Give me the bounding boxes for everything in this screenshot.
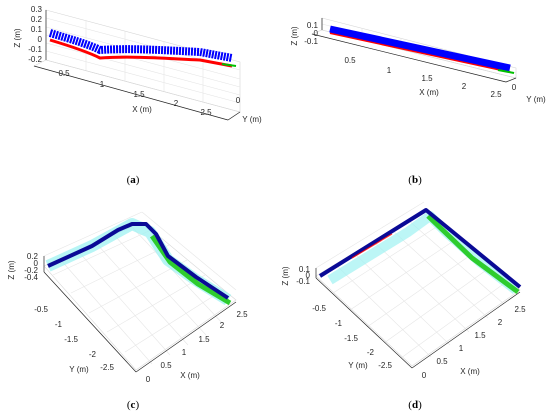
panel-c-x-tick: 1 [182,348,187,357]
panel-c-x-tick: 0.5 [160,361,172,370]
panel-c-z-tick: -0.2 [24,266,38,275]
panel-c: 0.2 0 -0.2 -0.4 -0.5 -1 -1.5 -2 -2.5 0 0… [7,211,248,384]
panel-c-y-tick: -1 [55,320,63,329]
panel-a-red-trajectory [49,38,233,68]
panel-c-y-tick: -2 [89,350,97,359]
panel-d-axes [315,268,521,369]
panel-a-x-tick: 2.5 [200,108,212,117]
panel-c-dark-trajectory [47,222,230,300]
panel-a-z-tick: 0.1 [31,25,43,34]
panel-b-z-tick: 0.1 [307,21,319,30]
panel-b-z-tick: 0 [314,29,319,38]
panel-d-y-tick: -1 [335,319,343,328]
panel-d-series [318,208,522,295]
panel-b-x-tick: 1.5 [421,74,433,83]
panel-c-z-tick: 0 [34,259,39,268]
panel-d-y-tick: -2.5 [378,361,392,370]
panel-a-x-tick: 1 [100,80,105,89]
panel-d-y-tick: -2 [367,348,375,357]
panel-b-z-tick: -0.1 [304,37,318,46]
panel-a-z-tick: -0.1 [28,45,42,54]
panel-b-green-trajectory [497,69,515,74]
panel-c-x-label: X (m) [180,371,200,380]
panel-b-x-tick: 1 [387,66,392,75]
panel-b-x-label: X (m) [419,88,439,97]
panel-a-y-tick: 0 [236,96,241,105]
panel-a-grid [33,9,241,121]
panel-a-y-label: Y (m) [242,115,262,124]
panel-d-x-tick: 0 [422,371,427,380]
panel-c-x-tick: 2.5 [236,310,248,319]
panel-b-z-label: Z (m) [290,26,299,45]
panel-c-y-tick: -0.5 [34,305,48,314]
panel-a-z-label: Z (m) [13,28,22,47]
panel-d-z-label: Z (m) [281,266,290,285]
panel-d-z-tick: 0 [306,271,311,280]
panel-a-z-tick: -0.2 [28,55,42,64]
panel-a-x-tick: 2 [174,99,179,108]
panel-a-z-tick: 0 [38,35,43,44]
panel-a-axes [33,10,241,121]
panel-a-z-tick: 0.2 [31,15,43,24]
panel-d-y-tick: -1.5 [344,334,358,343]
panel-d: 0.1 0 -0.1 -0.5 -1 -1.5 -2 -2.5 0 0.5 1 … [281,201,526,380]
panel-d-green-trajectory [426,214,520,295]
panel-a-x-tick: 1.5 [133,90,145,99]
panel-a-series [48,29,237,68]
panel-d-red-trajectory [351,233,393,259]
panel-a-x-tick: 0.5 [58,69,70,78]
panel-d-x-tick: 1.5 [474,331,486,340]
caption-c: (c) [127,399,140,411]
panel-a-z-tick: 0.3 [31,5,43,14]
panel-d-x-tick: 1 [459,344,464,353]
panel-d-y-label: Y (m) [348,361,368,370]
panel-c-green-trajectory [149,234,232,306]
caption-d: (d) [408,399,422,411]
panel-c-z-tick: 0.2 [27,252,39,261]
panel-c-x-tick: 1.5 [198,335,210,344]
panel-c-z-tick: -0.4 [24,273,38,282]
panel-b-x-tick: 0.5 [344,56,356,65]
caption-a: (a) [127,174,140,186]
caption-b: (b) [408,174,422,186]
panel-d-z-tick: 0.1 [299,265,311,274]
panel-c-z-label: Z (m) [7,260,16,279]
panel-b: 0.1 0 -0.1 0.5 1 1.5 2 2.5 0 Z (m) X (m)… [290,17,546,104]
panel-b-x-tick: 2.5 [490,90,502,99]
panel-b-y-tick: 0 [512,83,517,92]
panel-c-x-tick: 0 [146,375,151,384]
panel-d-y-tick: -0.5 [312,304,326,313]
panel-c-x-tick: 2 [220,321,225,330]
panel-b-y-label: Y (m) [526,95,546,104]
panel-a-green-trajectory [221,63,237,67]
panel-c-y-label: Y (m) [69,365,89,374]
panel-d-x-tick: 2.5 [514,305,526,314]
panel-b-axes [311,18,517,83]
panel-a-blue-trajectory [48,29,233,62]
panel-b-x-tick: 2 [462,82,467,91]
panel-d-x-tick: 0.5 [436,357,448,366]
panel-d-x-label: X (m) [460,367,480,376]
panel-c-axes [43,256,237,373]
panel-a: 0.3 0.2 0.1 0 -0.1 -0.2 0.5 1 1.5 2 2.5 … [13,5,262,124]
panel-b-series [329,25,515,74]
panel-d-z-tick: -0.1 [296,277,310,286]
panel-d-x-tick: 2 [498,318,503,327]
panel-c-y-tick: -2.5 [100,363,114,372]
panel-b-red-trajectory [329,32,511,73]
panel-c-series [45,218,232,306]
panel-a-x-label: X (m) [132,105,152,114]
panel-c-y-tick: -1.5 [64,335,78,344]
panel-d-dark-trajectory [318,208,522,289]
panel-b-blue-trajectory [329,25,511,72]
